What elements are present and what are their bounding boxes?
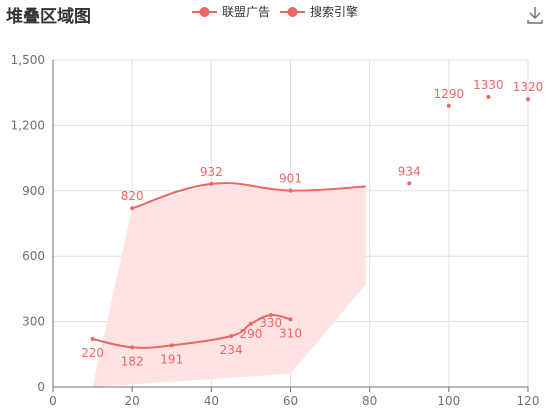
series-1-point <box>268 313 273 318</box>
series-1-data-label: 191 <box>160 352 183 366</box>
series-1-data-label: 330 <box>259 316 282 330</box>
series-1-data-label: 310 <box>279 326 302 340</box>
download-icon[interactable] <box>526 5 544 25</box>
series-1-point <box>169 343 174 348</box>
y-tick-label: 900 <box>22 184 45 198</box>
legend-series-2-label: 搜索引擎 <box>310 5 359 19</box>
series-2-scatter-point <box>486 95 491 100</box>
series-2-scatter-label: 1330 <box>473 78 504 92</box>
y-tick-label: 1,500 <box>11 53 45 67</box>
x-tick-label: 0 <box>49 394 57 408</box>
legend-item-series-2[interactable]: 搜索引擎 <box>280 3 358 20</box>
series-2-line <box>131 182 366 210</box>
x-tick-label: 20 <box>125 394 140 408</box>
series-1-point <box>90 337 95 342</box>
legend-series-2-icon <box>280 6 306 17</box>
series-1-point <box>288 317 293 322</box>
series-2-point <box>130 206 135 211</box>
legend-series-1-label: 联盟广告 <box>222 5 271 19</box>
series-2-scatter-point <box>526 97 530 102</box>
x-tick-label: 60 <box>283 394 298 408</box>
y-tick-label: 0 <box>37 380 45 394</box>
series-1-point <box>130 345 135 350</box>
y-tick-label: 600 <box>22 249 45 263</box>
series-2-data-label: 901 <box>279 172 302 186</box>
x-tick-label: 40 <box>204 394 219 408</box>
series-2-point <box>288 188 293 193</box>
x-tick-label: 80 <box>362 394 377 408</box>
series-2-scatter-label: 1320 <box>513 80 544 94</box>
series-1-point <box>248 321 253 326</box>
legend: 联盟广告 搜索引擎 <box>192 3 358 20</box>
series-2-data-label: 820 <box>121 189 144 203</box>
y-tick-label: 1,200 <box>11 118 45 132</box>
series-1-data-label: 220 <box>81 346 104 360</box>
series-1-point <box>229 333 234 338</box>
series-2-data-label: 932 <box>200 165 223 179</box>
x-tick-label: 100 <box>437 394 460 408</box>
series-2-scatter-label: 1290 <box>434 87 465 101</box>
series-2-scatter-point <box>446 103 451 108</box>
y-tick-label: 300 <box>22 315 45 329</box>
legend-item-series-1[interactable]: 联盟广告 <box>192 3 270 20</box>
legend-series-1-icon <box>192 6 217 17</box>
chart-title: 堆叠区域图 <box>6 7 91 27</box>
x-tick-label: 120 <box>517 394 540 408</box>
series-2-point <box>209 181 214 186</box>
series-2-scatter-label: 934 <box>398 164 421 178</box>
series-1-data-label: 290 <box>239 327 262 341</box>
series-2-scatter-point <box>407 181 412 186</box>
series-1-data-label: 182 <box>121 354 144 368</box>
series-1-data-label: 234 <box>220 343 243 357</box>
stacked-area <box>92 183 366 387</box>
